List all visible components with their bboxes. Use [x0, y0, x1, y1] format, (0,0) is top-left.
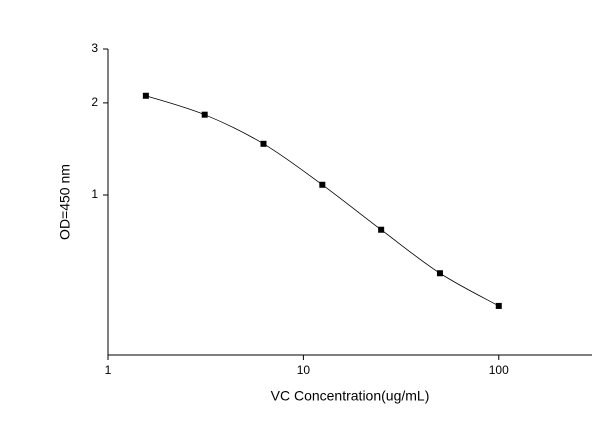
- y-tick-label: 1: [91, 187, 98, 201]
- line: [145, 95, 499, 307]
- marker: [378, 226, 385, 233]
- x-tick-label: 10: [297, 363, 311, 377]
- y-axis-title: OD=450 nm: [57, 164, 73, 240]
- marker: [495, 302, 502, 309]
- marker: [201, 111, 208, 118]
- marker: [319, 181, 326, 188]
- x-tick-label: 100: [489, 363, 509, 377]
- y-tick-label: 3: [91, 41, 98, 55]
- y-tick-label: 2: [91, 95, 98, 109]
- x-tick-label: 1: [105, 363, 112, 377]
- marker: [142, 92, 149, 99]
- marker: [260, 140, 267, 147]
- x-axis-title: VC Concentration(ug/mL): [271, 388, 430, 404]
- marker: [436, 270, 443, 277]
